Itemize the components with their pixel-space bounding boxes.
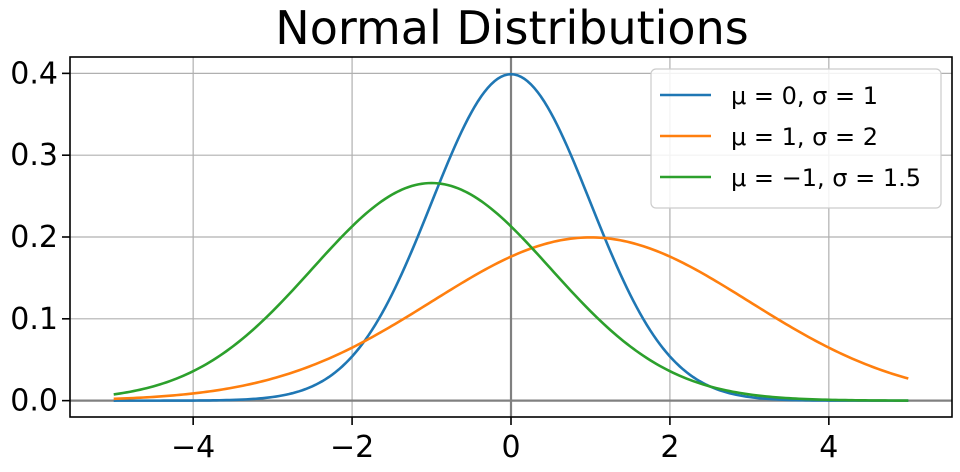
- axis-ticks: −4 −2 0 2 4 0.0 0.1 0.2 0.3 0.4: [10, 56, 838, 465]
- chart-title: Normal Distributions: [275, 1, 748, 55]
- series-line-2: [113, 236, 909, 401]
- y-tick-label: 0.0: [10, 384, 58, 419]
- x-tick-label: −2: [330, 430, 374, 465]
- x-tick-label: −4: [171, 430, 215, 465]
- series-line-1: [113, 72, 909, 402]
- y-tick-label: 0.3: [10, 138, 58, 173]
- y-tick-label: 0.4: [10, 56, 58, 91]
- x-tick-label: 2: [660, 430, 679, 465]
- legend-box: [650, 68, 942, 209]
- series-lines: [113, 72, 909, 402]
- legend-entry-label: μ = 1, σ = 2: [731, 123, 878, 151]
- legend-entry-label: μ = 0, σ = 1: [731, 82, 878, 110]
- legend: μ = 0, σ = 1 μ = 1, σ = 2 μ = −1, σ = 1.5: [650, 68, 942, 209]
- series-line-3: [113, 181, 909, 402]
- x-tick-label: 0: [501, 430, 520, 465]
- legend-entry-label: μ = −1, σ = 1.5: [731, 164, 921, 192]
- y-tick-label: 0.1: [10, 302, 58, 337]
- x-tick-label: 4: [819, 430, 838, 465]
- y-tick-label: 0.2: [10, 220, 58, 255]
